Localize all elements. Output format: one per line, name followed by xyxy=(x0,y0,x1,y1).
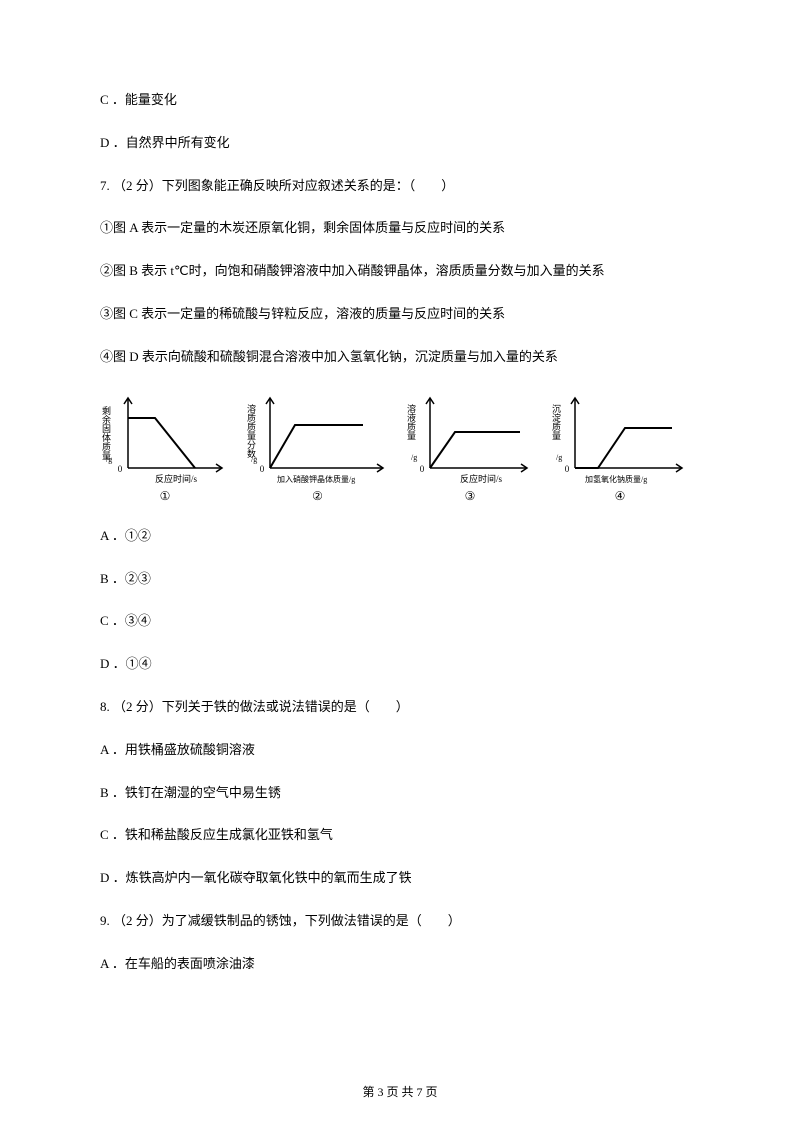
charts-row: 0 剩余固体质量 /g 反应时间/s ① 0 溶质质量分数 /g 加入硝酸钾晶体… xyxy=(100,390,700,506)
chart-4-svg: 0 沉淀质量 /g 加氢氧化钠质量/g xyxy=(550,390,690,485)
q8-option-b: B ．铁钉在潮湿的空气中易生锈 xyxy=(100,783,700,804)
q9-option-a: A ．在车船的表面喷涂油漆 xyxy=(100,954,700,975)
question-9: 9. （2 分）为了减缓铁制品的锈蚀，下列做法错误的是（ ） xyxy=(100,911,700,932)
svg-text:剩余固体质量: 剩余固体质量 xyxy=(101,404,111,459)
svg-text:0: 0 xyxy=(565,464,570,474)
svg-text:0: 0 xyxy=(118,464,123,474)
svg-text:溶液质量: 溶液质量 xyxy=(406,402,416,439)
chart-2-num: ② xyxy=(312,487,323,506)
q8-option-c: C ．铁和稀盐酸反应生成氯化亚铁和氢气 xyxy=(100,825,700,846)
svg-text:加氢氧化钠质量/g: 加氢氧化钠质量/g xyxy=(585,474,647,484)
q8-option-d: D ．炼铁高炉内一氧化碳夺取氧化铁中的氧而生成了铁 xyxy=(100,868,700,889)
chart-1: 0 剩余固体质量 /g 反应时间/s ① xyxy=(100,390,230,506)
svg-text:0: 0 xyxy=(420,464,425,474)
chart-1-svg: 0 剩余固体质量 /g 反应时间/s xyxy=(100,390,230,485)
q7-desc-1: ①图 A 表示一定量的木炭还原氧化铜，剩余固体质量与反应时间的关系 xyxy=(100,218,700,239)
svg-text:/g: /g xyxy=(411,453,417,462)
svg-text:沉淀质量: 沉淀质量 xyxy=(551,403,561,439)
chart-4-num: ④ xyxy=(615,487,626,506)
question-7: 7. （2 分）下列图象能正确反映所对应叙述关系的是：（ ） xyxy=(100,176,700,197)
svg-text:加入硝酸钾晶体质量/g: 加入硝酸钾晶体质量/g xyxy=(277,474,355,484)
chart-2: 0 溶质质量分数 /g 加入硝酸钾晶体质量/g ② xyxy=(245,390,390,506)
chart-1-num: ① xyxy=(160,487,171,506)
option-d: D ．自然界中所有变化 xyxy=(100,133,700,154)
chart-2-svg: 0 溶质质量分数 /g 加入硝酸钾晶体质量/g xyxy=(245,390,390,485)
q7-option-c: C ．③④ xyxy=(100,611,700,632)
q7-option-b: B ．②③ xyxy=(100,569,700,590)
svg-text:溶质质量分数: 溶质质量分数 xyxy=(246,402,256,458)
svg-text:反应时间/s: 反应时间/s xyxy=(155,473,198,484)
svg-text:0: 0 xyxy=(260,464,265,474)
svg-text:反应时间/s: 反应时间/s xyxy=(460,473,503,484)
chart-3: 0 溶液质量 /g 反应时间/s ③ xyxy=(405,390,535,506)
q7-desc-3: ③图 C 表示一定量的稀硫酸与锌粒反应，溶液的质量与反应时间的关系 xyxy=(100,304,700,325)
q7-option-d: D ．①④ xyxy=(100,654,700,675)
svg-text:/g: /g xyxy=(556,453,562,462)
chart-3-svg: 0 溶液质量 /g 反应时间/s xyxy=(405,390,535,485)
svg-text:/g: /g xyxy=(251,455,257,464)
chart-3-num: ③ xyxy=(465,487,476,506)
svg-text:/g: /g xyxy=(106,455,112,464)
q7-desc-2: ②图 B 表示 t℃时，向饱和硝酸钾溶液中加入硝酸钾晶体，溶质质量分数与加入量的… xyxy=(100,261,700,282)
q7-option-a: A ．①② xyxy=(100,526,700,547)
page-footer: 第 3 页 共 7 页 xyxy=(0,1083,800,1102)
q7-desc-4: ④图 D 表示向硫酸和硫酸铜混合溶液中加入氢氧化钠，沉淀质量与加入量的关系 xyxy=(100,347,700,368)
option-c: C ．能量变化 xyxy=(100,90,700,111)
q8-option-a: A ．用铁桶盛放硫酸铜溶液 xyxy=(100,740,700,761)
question-8: 8. （2 分）下列关于铁的做法或说法错误的是（ ） xyxy=(100,697,700,718)
chart-4: 0 沉淀质量 /g 加氢氧化钠质量/g ④ xyxy=(550,390,690,506)
